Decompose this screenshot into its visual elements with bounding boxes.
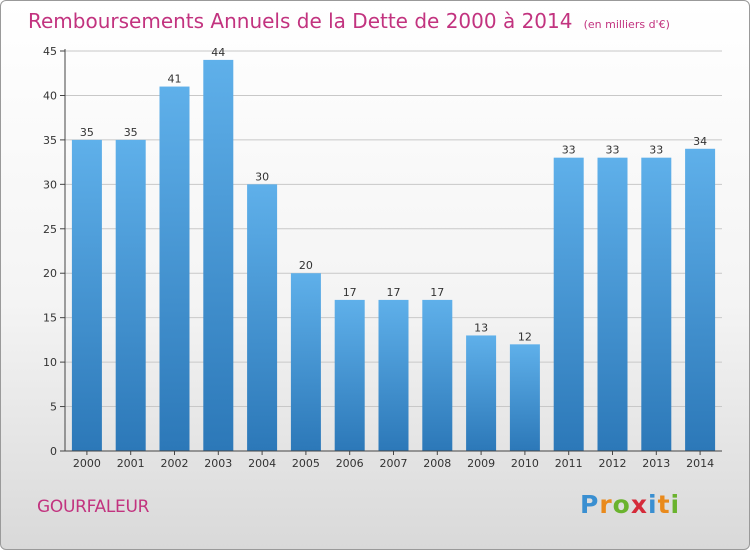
logo-letter: i — [670, 490, 681, 519]
x-tick-label: 2009 — [467, 457, 495, 470]
bar-2008 — [422, 299, 453, 451]
bar-2014 — [685, 148, 716, 451]
bar-2010 — [509, 344, 540, 451]
x-tick-label: 2003 — [204, 457, 232, 470]
value-label: 35 — [80, 126, 94, 139]
y-tick-label: 5 — [50, 401, 57, 414]
bar-2012 — [597, 157, 628, 451]
chart-unit: (en milliers d'€) — [583, 18, 670, 31]
value-label: 17 — [430, 286, 444, 299]
logo-letter: t — [657, 490, 671, 519]
x-tick-label: 2014 — [686, 457, 714, 470]
bar-2000 — [71, 139, 102, 451]
axes — [60, 49, 722, 455]
x-tick-label: 2007 — [380, 457, 408, 470]
x-tick-label: 2004 — [248, 457, 276, 470]
bar-2005 — [290, 273, 321, 451]
y-tick-label: 25 — [43, 223, 57, 236]
y-tick-label: 15 — [43, 312, 57, 325]
value-label: 20 — [299, 259, 313, 272]
value-label: 12 — [518, 330, 532, 343]
bar-2001 — [115, 139, 146, 451]
logo-letter: o — [612, 490, 631, 519]
bar-2006 — [334, 299, 365, 451]
value-label: 30 — [255, 170, 269, 183]
value-label: 33 — [606, 144, 620, 157]
y-tick-label: 30 — [43, 178, 57, 191]
value-label: 33 — [649, 144, 663, 157]
value-label: 34 — [693, 135, 707, 148]
y-tick-label: 35 — [43, 134, 57, 147]
y-tick-label: 40 — [43, 89, 57, 102]
value-label: 41 — [168, 73, 182, 86]
x-tick-label: 2000 — [73, 457, 101, 470]
bar-2004 — [247, 184, 278, 452]
x-tick-label: 2002 — [161, 457, 189, 470]
commune-name: GOURFALEUR — [37, 497, 150, 517]
x-tick-label: 2011 — [555, 457, 583, 470]
x-tick-label: 2013 — [642, 457, 670, 470]
x-tick-label: 2005 — [292, 457, 320, 470]
y-tick-label: 10 — [43, 356, 57, 369]
bar-2007 — [378, 299, 409, 451]
y-tick-label: 0 — [50, 445, 57, 458]
logo-letter: P — [580, 490, 600, 519]
x-tick-label: 2001 — [117, 457, 145, 470]
bar-2003 — [203, 59, 234, 452]
chart-title: Remboursements Annuels de la Dette de 20… — [28, 9, 573, 33]
bar-2011 — [553, 157, 584, 451]
value-label: 17 — [387, 286, 401, 299]
value-label: 13 — [474, 321, 488, 334]
value-label: 17 — [343, 286, 357, 299]
x-tick-label: 2008 — [423, 457, 451, 470]
bar-2013 — [641, 157, 672, 451]
bar-2002 — [159, 86, 190, 452]
bar-2009 — [466, 335, 497, 451]
bars — [71, 59, 716, 452]
value-label: 44 — [211, 46, 225, 59]
proxiti-logo: Proxiti — [580, 490, 680, 519]
y-tick-label: 45 — [43, 45, 57, 58]
logo-letter: r — [599, 490, 613, 519]
value-label: 35 — [124, 126, 138, 139]
x-tick-label: 2010 — [511, 457, 539, 470]
labels: 0 5 10 15 20 25 30 35 40 45 35 2000 35 2001 41 2002 44 20… — [43, 45, 714, 470]
x-tick-label: 2012 — [599, 457, 627, 470]
chart-title-block: Remboursements Annuels de la Dette de 20… — [28, 9, 670, 33]
y-tick-label: 20 — [43, 267, 57, 280]
logo-letter: i — [648, 490, 658, 519]
logo-letter: x — [630, 490, 648, 519]
value-label: 33 — [562, 144, 576, 157]
x-tick-label: 2006 — [336, 457, 364, 470]
